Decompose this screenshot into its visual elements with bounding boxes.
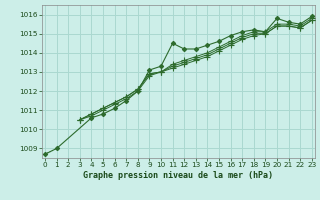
X-axis label: Graphe pression niveau de la mer (hPa): Graphe pression niveau de la mer (hPa) bbox=[84, 171, 273, 180]
